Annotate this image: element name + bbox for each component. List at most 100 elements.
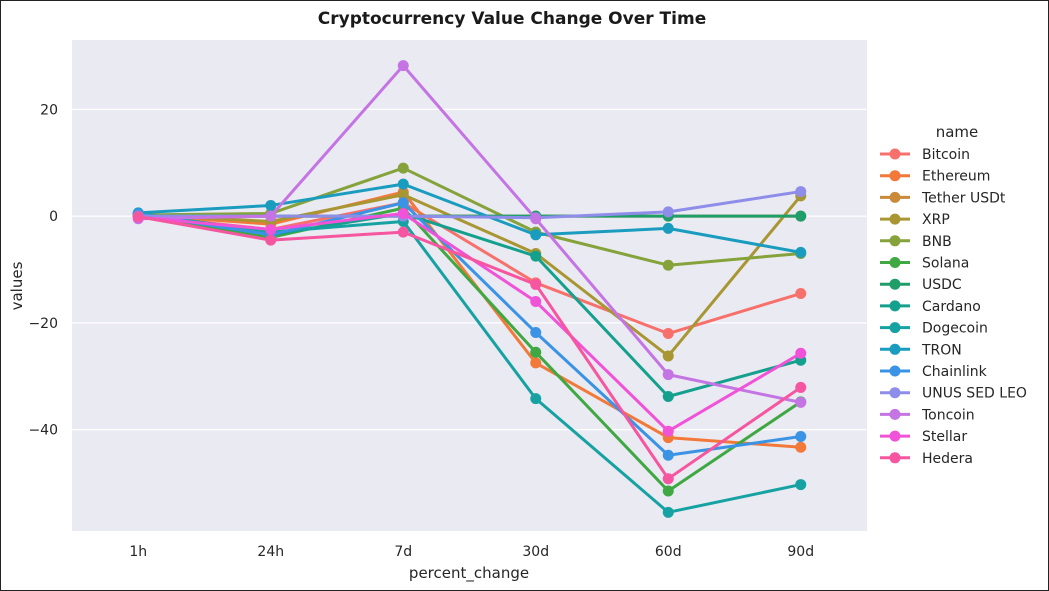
data-point: [662, 473, 674, 485]
data-point: [530, 250, 542, 262]
data-point: [662, 222, 674, 234]
legend-label: XRP: [922, 212, 950, 228]
legend-item: XRP: [880, 212, 950, 228]
data-point: [530, 213, 542, 225]
series-line: [138, 193, 802, 358]
data-point: [397, 197, 409, 209]
legend-item: Chainlink: [880, 364, 988, 380]
data-point: [662, 449, 674, 461]
legend-item: Tether USDt: [880, 190, 1006, 206]
y-tick-label: 0: [49, 209, 58, 225]
legend-marker: [889, 148, 901, 160]
x-axis-label: percent_change: [409, 564, 529, 583]
legend-marker: [889, 278, 901, 290]
legend-marker: [889, 213, 901, 225]
legend-item: TRON: [880, 342, 962, 358]
data-point: [397, 207, 409, 219]
data-point: [265, 210, 277, 222]
legend-label: Cardano: [922, 299, 981, 315]
legend-label: Dogecoin: [922, 321, 988, 337]
series-line: [137, 215, 802, 481]
y-tick-label: 20: [40, 102, 58, 118]
data-point: [265, 199, 277, 211]
legend-item: Cardano: [880, 299, 981, 315]
data-point: [795, 246, 807, 258]
x-tick-label: 60d: [655, 544, 682, 560]
x-tick-label: 30d: [522, 544, 549, 560]
series-hedera: [132, 211, 807, 485]
x-tick-label: 7d: [394, 544, 412, 560]
data-point: [662, 259, 674, 271]
legend-marker: [889, 322, 901, 334]
data-point: [795, 431, 807, 443]
legend-marker: [889, 191, 901, 203]
legend-marker: [889, 170, 901, 182]
legend-label: Bitcoin: [922, 147, 970, 163]
series-group: [132, 60, 807, 518]
legend-item: Bitcoin: [880, 147, 970, 163]
legend-marker: [889, 430, 901, 442]
legend-label: Solana: [922, 256, 969, 272]
legend-marker: [889, 343, 901, 355]
data-point: [662, 350, 674, 362]
data-point: [530, 229, 542, 241]
x-axis-ticks: 1h 24h 7d 30d 60d 90d: [129, 544, 814, 560]
chart-title: Cryptocurrency Value Change Over Time: [318, 9, 706, 29]
series-line: [138, 211, 802, 514]
legend-marker: [889, 452, 901, 464]
legend-label: UNUS SED LEO: [922, 386, 1027, 402]
series-line: [137, 206, 802, 493]
legend-item: Dogecoin: [880, 321, 988, 337]
legend-marker: [889, 408, 901, 420]
data-point: [662, 206, 674, 218]
data-point: [530, 393, 542, 405]
data-point: [530, 326, 542, 338]
series-line: [138, 201, 801, 457]
data-point: [795, 347, 807, 359]
legend-item: Ethereum: [880, 169, 990, 185]
legend-label: Ethereum: [922, 169, 990, 185]
legend: name Bitcoin Ethereum Tether USDt XRP BNB Sol…: [880, 123, 1027, 467]
legend-label: Toncoin: [921, 407, 975, 423]
data-point: [397, 226, 409, 238]
data-point: [530, 346, 542, 358]
plot-area: [72, 40, 867, 531]
data-point: [662, 369, 674, 381]
data-point: [795, 396, 807, 408]
data-point: [265, 223, 277, 235]
y-tick-label: −40: [28, 423, 58, 439]
legend-label: Stellar: [922, 429, 967, 445]
x-tick-label: 90d: [787, 544, 814, 560]
legend-marker: [889, 387, 901, 399]
data-point: [795, 441, 807, 453]
series-line: [138, 64, 802, 404]
legend-label: Tether USDt: [921, 190, 1006, 206]
y-axis-label: values: [8, 261, 26, 310]
y-axis-ticks: 20 0 −20 −40: [28, 102, 58, 438]
legend-label: BNB: [922, 234, 952, 250]
data-point: [795, 381, 807, 393]
data-point: [795, 479, 807, 491]
x-tick-label: 24h: [257, 544, 284, 560]
legend-item: Toncoin: [880, 407, 975, 423]
data-point: [795, 288, 807, 300]
data-point: [265, 234, 277, 246]
data-point: [397, 162, 409, 174]
legend-label: TRON: [921, 342, 962, 358]
data-point: [132, 211, 144, 223]
data-point: [397, 178, 409, 190]
series-line: [138, 190, 801, 449]
series-tron: [132, 178, 807, 258]
series-line: [138, 166, 801, 267]
x-tick-label: 1h: [129, 544, 147, 560]
legend-item: Stellar: [880, 429, 967, 445]
legend-label: Chainlink: [922, 364, 988, 380]
legend-title: name: [936, 123, 979, 141]
legend-marker: [889, 300, 901, 312]
legend-item: UNUS SED LEO: [880, 386, 1027, 402]
legend-item: Solana: [880, 256, 969, 272]
legend-marker: [889, 365, 901, 377]
data-point: [795, 210, 807, 222]
legend-label: Hedera: [922, 451, 973, 467]
